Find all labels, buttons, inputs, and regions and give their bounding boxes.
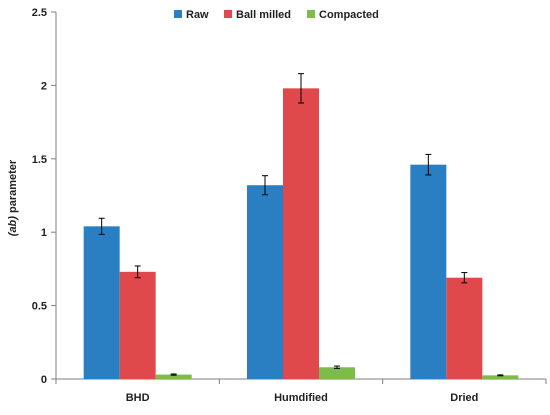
legend-swatch bbox=[224, 10, 232, 18]
y-tick-label: 1 bbox=[41, 227, 47, 239]
bars-layer bbox=[83, 73, 519, 379]
bar bbox=[482, 375, 519, 379]
y-axis-title-italic: (ab) bbox=[7, 216, 19, 237]
bar bbox=[83, 226, 120, 379]
bar bbox=[247, 185, 283, 379]
y-axis-title: (ab) parameter bbox=[7, 159, 19, 236]
x-category-label: BHD bbox=[126, 392, 150, 404]
y-tick-label: 0 bbox=[41, 374, 47, 386]
x-category-label: Dried bbox=[450, 392, 478, 404]
bar bbox=[283, 88, 319, 379]
bar bbox=[410, 164, 447, 379]
labels-layer: 0 0.5 1 1.5 2 2.5 BHD Humdified Dried bbox=[32, 7, 479, 404]
bar bbox=[155, 374, 192, 379]
legend-label: Ball milled bbox=[236, 9, 291, 21]
y-tick-label: 0.5 bbox=[32, 301, 47, 313]
legend-swatch bbox=[174, 10, 182, 18]
bar bbox=[446, 277, 483, 379]
legend: Raw Ball milled Compacted bbox=[174, 9, 379, 21]
y-tick-label: 2 bbox=[41, 80, 47, 92]
legend-label: Raw bbox=[186, 9, 209, 21]
y-tick-label: 2.5 bbox=[32, 7, 47, 19]
bar bbox=[119, 271, 156, 379]
y-tick-label: 1.5 bbox=[32, 154, 47, 166]
legend-label: Compacted bbox=[319, 9, 379, 21]
bar bbox=[319, 367, 355, 379]
y-axis-title-rest: parameter bbox=[7, 159, 19, 216]
x-category-label: Humdified bbox=[274, 392, 328, 404]
legend-swatch bbox=[307, 10, 315, 18]
